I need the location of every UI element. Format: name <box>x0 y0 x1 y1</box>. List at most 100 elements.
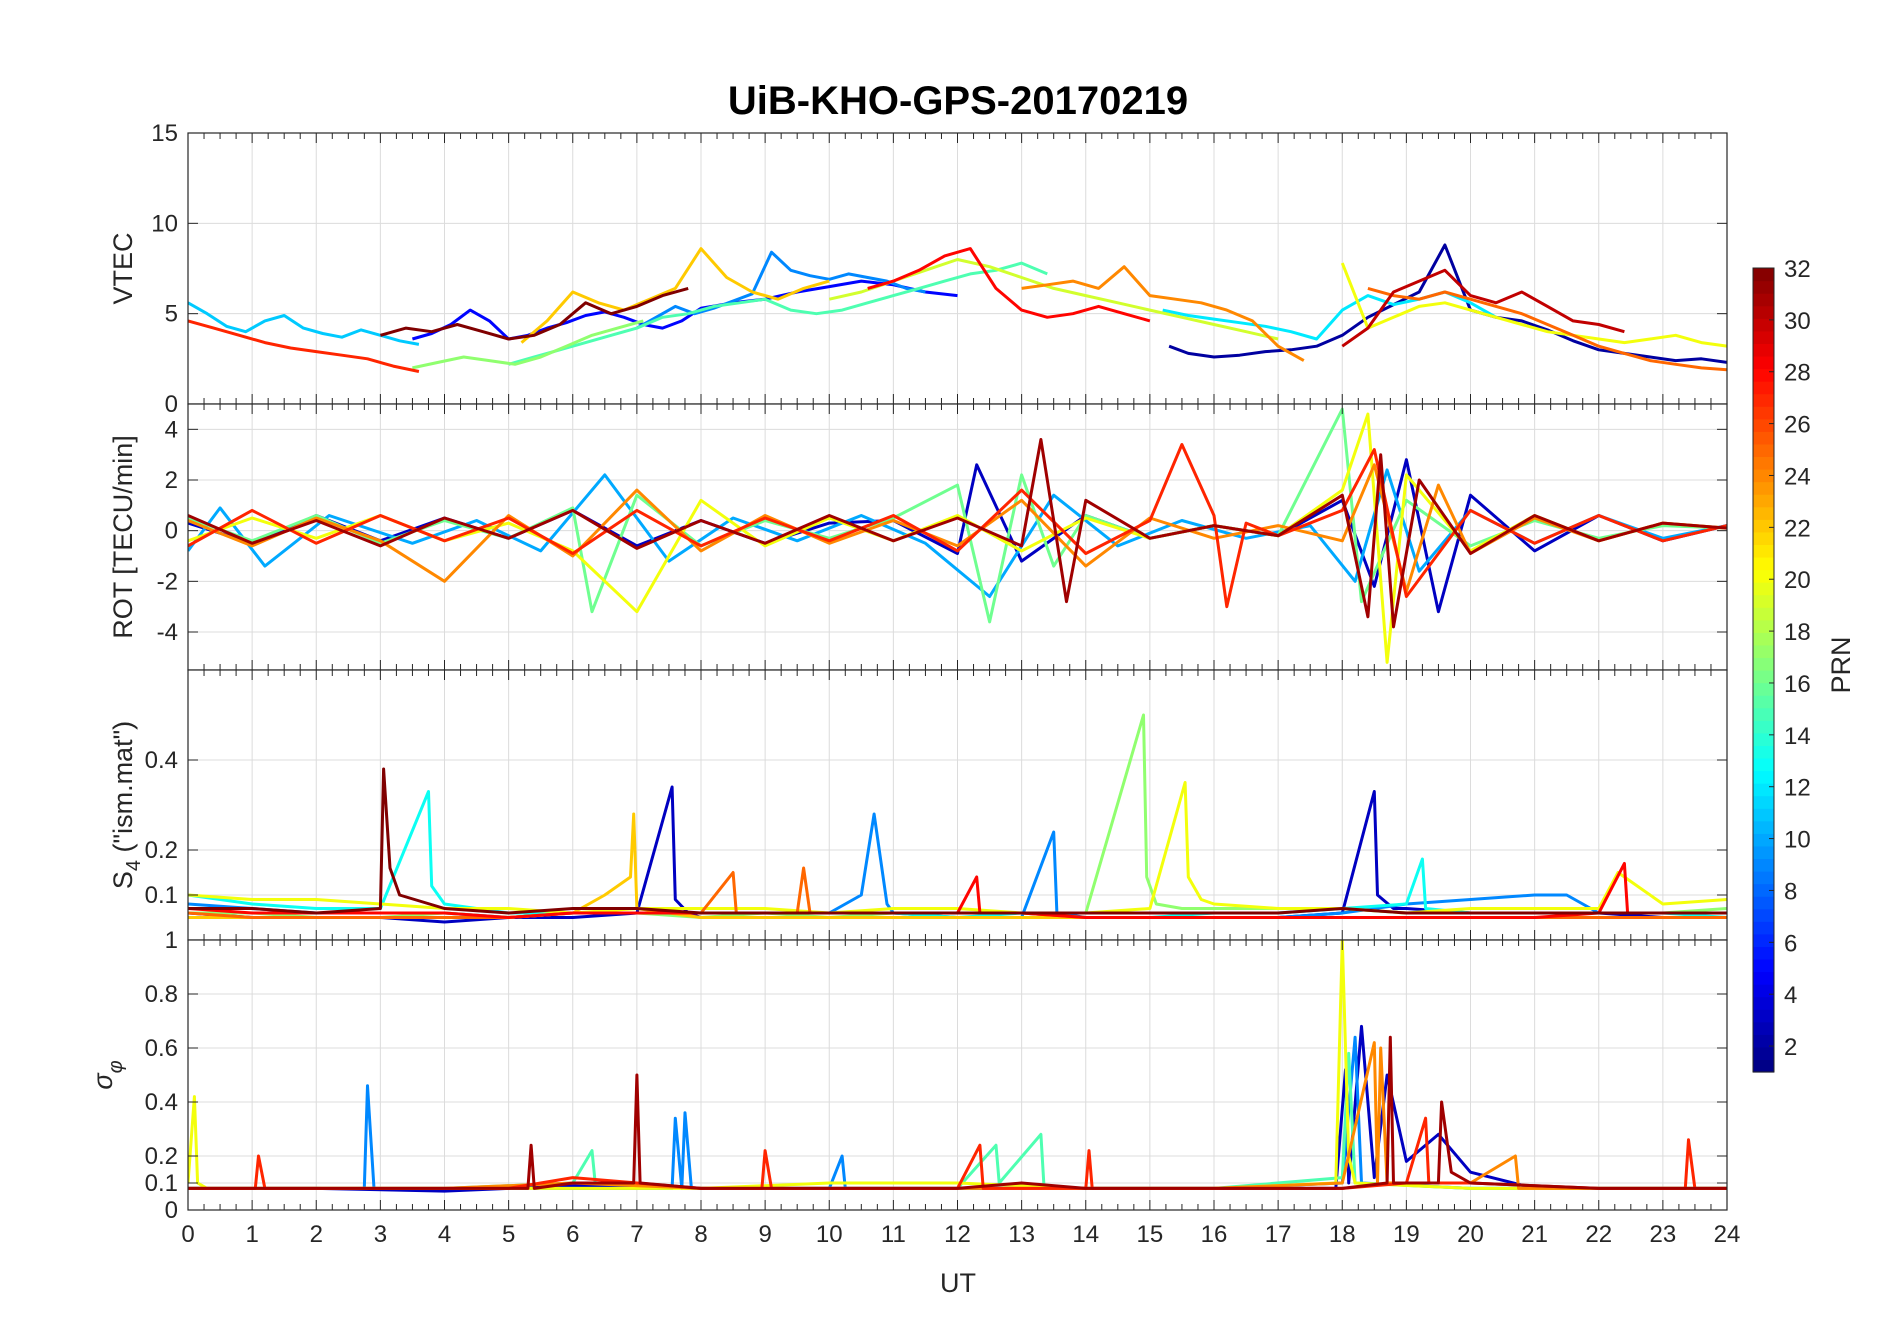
colorbar-segment <box>1753 933 1774 947</box>
colorbar-tick-label: 28 <box>1784 360 1811 387</box>
x-tick-label: 3 <box>374 1221 387 1248</box>
series-line-prn-24 <box>188 463 1727 593</box>
y-tick-label: 4 <box>165 416 178 443</box>
colorbar-segment <box>1753 707 1774 721</box>
x-tick-label: 19 <box>1393 1221 1420 1248</box>
y-tick-label: 10 <box>151 210 178 237</box>
colorbar-segment <box>1753 883 1774 897</box>
series-line-prn-31 <box>188 438 1727 629</box>
colorbar-tick-label: 6 <box>1784 930 1797 957</box>
colorbar-segment <box>1753 393 1774 407</box>
colorbar-tick-label: 8 <box>1784 878 1797 905</box>
colorbar-segment <box>1753 908 1774 922</box>
x-tick-label: 15 <box>1137 1221 1164 1248</box>
colorbar-segment <box>1753 293 1774 307</box>
colorbar-tick-label: 16 <box>1784 671 1811 698</box>
colorbar-segment <box>1753 268 1774 282</box>
series-line-prn-28 <box>867 247 1151 323</box>
y-tick-label: 0.4 <box>145 747 178 774</box>
colorbar-segment <box>1753 971 1774 985</box>
y-tick-label: 0 <box>165 518 178 545</box>
colorbar-segment <box>1753 757 1774 772</box>
colorbar-tick-label: 30 <box>1784 308 1811 335</box>
colorbar-tick-label: 14 <box>1784 723 1811 750</box>
series-group <box>188 940 1727 1193</box>
colorbar-segment <box>1753 443 1774 458</box>
series-group <box>188 407 1727 664</box>
colorbar-tick-label: 24 <box>1784 463 1811 490</box>
colorbar-segment <box>1753 519 1774 533</box>
chart-title: UiB-KHO-GPS-20170219 <box>728 79 1188 123</box>
colorbar-segment <box>1753 469 1774 483</box>
colorbar-segment <box>1753 946 1774 960</box>
series-line-prn-24 <box>1021 265 1305 362</box>
colorbar-tick-label: 10 <box>1784 827 1811 854</box>
colorbar-segment <box>1753 783 1774 797</box>
colorbar-segment <box>1753 406 1774 420</box>
colorbar-segment <box>1753 745 1774 759</box>
y-axis-label-vtec: VTEC <box>108 232 138 304</box>
series-line-prn-9 <box>636 250 926 330</box>
colorbar-segment <box>1753 1046 1774 1061</box>
series-group <box>188 713 1727 924</box>
series-line-prn-25 <box>1367 286 1727 372</box>
colorbar-segment <box>1753 682 1774 696</box>
colorbar-segment <box>1753 330 1774 344</box>
colorbar-tick-label: 32 <box>1784 256 1811 283</box>
colorbar-segment <box>1753 544 1774 558</box>
colorbar-tick-label: 12 <box>1784 775 1811 802</box>
panel-vtec: 0 5 10 15 VTEC <box>108 120 1728 418</box>
series-line-prn-24 <box>188 1041 1727 1190</box>
colorbar-segment <box>1753 531 1774 545</box>
series-line-prn-32 <box>188 767 1727 915</box>
colorbar-segment <box>1753 670 1774 684</box>
y-tick-label: 5 <box>165 301 178 328</box>
colorbar-segment <box>1753 1021 1774 1035</box>
colorbar-tick-label: 4 <box>1784 982 1797 1009</box>
colorbar-segment <box>1753 833 1774 847</box>
series-line-prn-22 <box>520 247 830 344</box>
colorbar-segment <box>1753 381 1774 395</box>
colorbar-segment <box>1753 795 1774 809</box>
colorbar-segment <box>1753 996 1774 1010</box>
y-tick-label: 0.6 <box>145 1035 178 1062</box>
colorbar-segment <box>1753 644 1774 659</box>
colorbar-segment <box>1753 632 1774 646</box>
colorbar-segment <box>1753 619 1774 633</box>
colorbar-segment <box>1753 1034 1774 1048</box>
colorbar-tick-label: 2 <box>1784 1034 1797 1061</box>
y-tick-label: 0.1 <box>145 1170 178 1197</box>
x-tick-label: 0 <box>181 1221 194 1248</box>
colorbar-segment <box>1753 368 1774 382</box>
colorbar-segment <box>1753 556 1774 571</box>
x-tick-label: 22 <box>1585 1221 1612 1248</box>
colorbar-tick-label: 18 <box>1784 619 1811 646</box>
colorbar-label: PRN <box>1826 636 1856 693</box>
colorbar-segment <box>1753 808 1774 822</box>
colorbar-segment <box>1753 343 1774 357</box>
y-tick-label: 0 <box>165 391 178 418</box>
y-tick-label: 0.4 <box>145 1089 178 1116</box>
series-line-prn-30 <box>1341 268 1625 348</box>
x-tick-label: 14 <box>1072 1221 1099 1248</box>
colorbar-segment <box>1753 720 1774 734</box>
colorbar-segment <box>1753 305 1774 319</box>
colorbar-segment <box>1753 494 1774 508</box>
series-line-prn-20 <box>188 412 1727 664</box>
colorbar-segment <box>1753 418 1774 432</box>
colorbar-tick-label: 26 <box>1784 412 1811 439</box>
colorbar-segment <box>1753 431 1774 445</box>
y-axis-label-rot: ROT [TECU/min] <box>108 435 138 639</box>
series-line-prn-31 <box>188 1035 1727 1190</box>
x-tick-label: 4 <box>438 1221 451 1248</box>
x-tick-label: 20 <box>1457 1221 1484 1248</box>
colorbar-segment <box>1753 456 1774 470</box>
panel-frame <box>187 939 1728 1211</box>
colorbar-segment <box>1753 355 1774 370</box>
colorbar-frame <box>1752 267 1775 1073</box>
series-line-prn-17 <box>412 319 644 370</box>
x-axis-label: UT <box>940 1268 976 1298</box>
series-line-prn-27 <box>188 319 420 373</box>
